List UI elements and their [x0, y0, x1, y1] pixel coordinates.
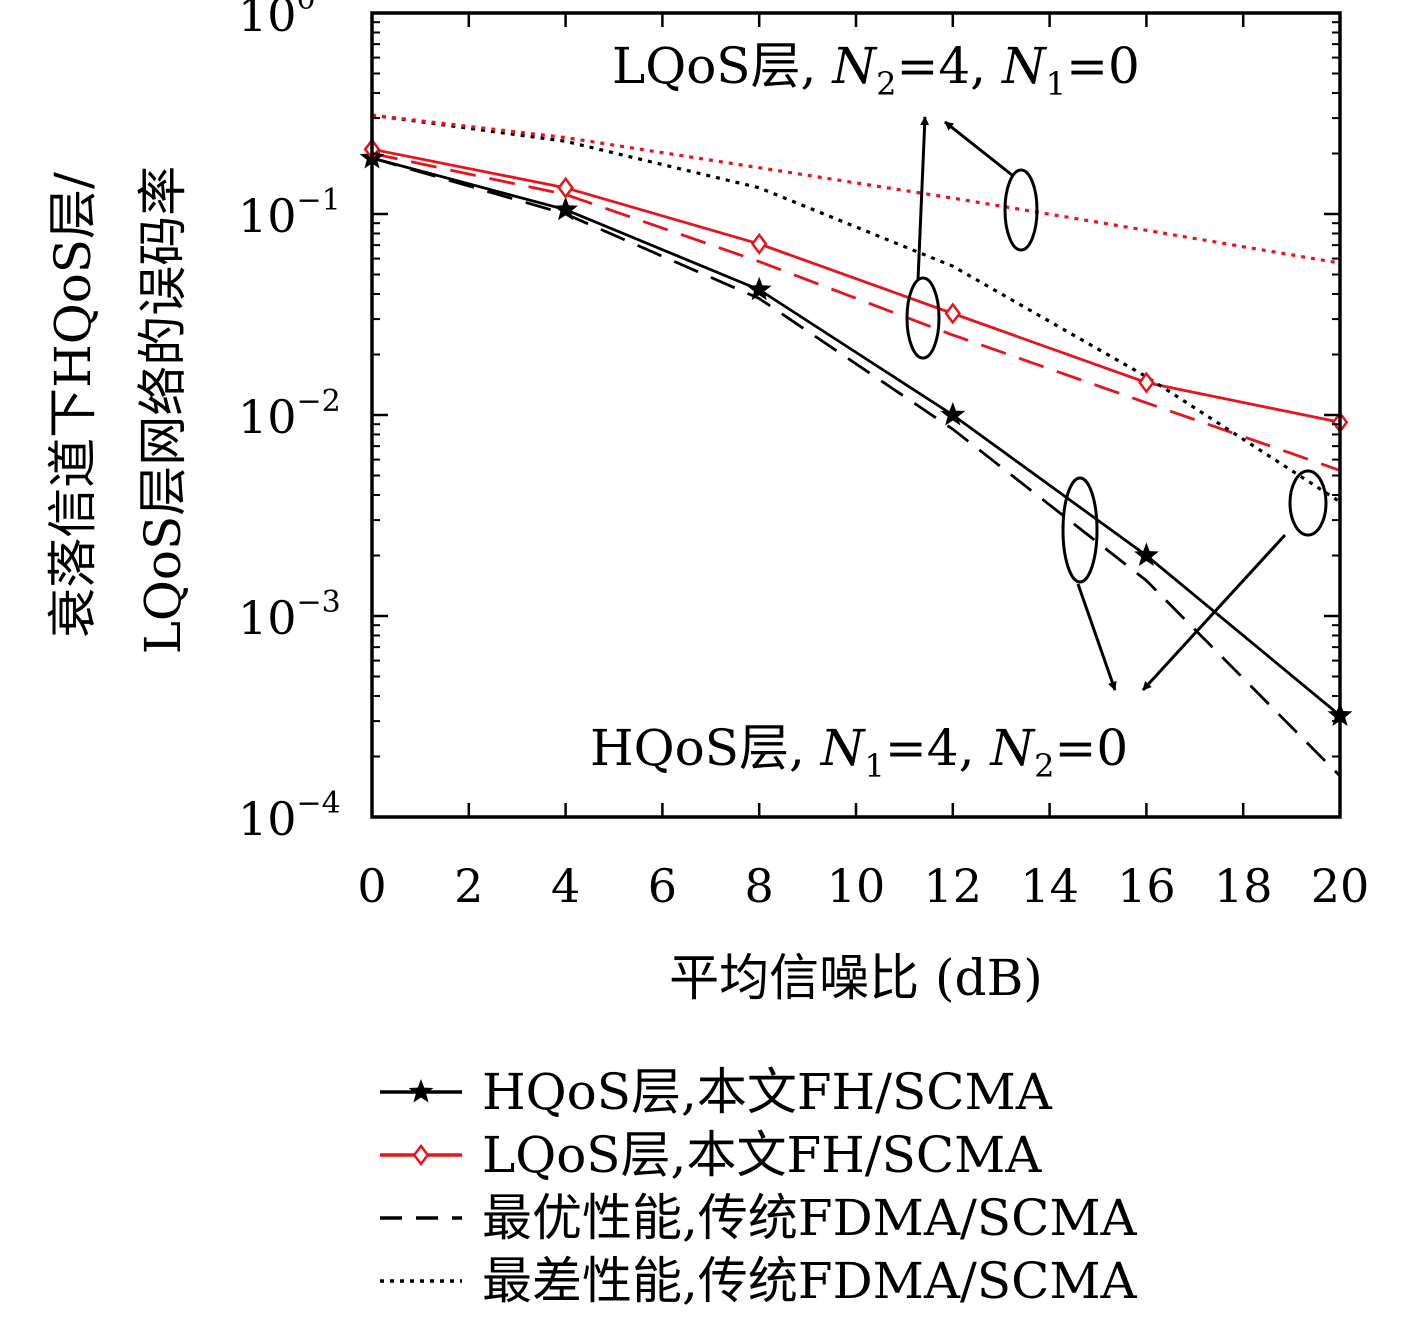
legend-marker-0 [408, 1079, 434, 1103]
x-tick-label-10: 20 [1311, 859, 1370, 913]
series-line-0 [371, 156, 1341, 717]
y-axis-title-line-1: 衰落信道下HQoS层/ [44, 172, 102, 638]
x-tick-label-9: 18 [1214, 859, 1273, 913]
x-tick-label-0: 0 [357, 859, 386, 913]
series-0-point-2 [746, 276, 772, 301]
series-line-5 [371, 113, 1341, 265]
arrow-hqos-2 [1141, 533, 1287, 692]
x-tick-label-3: 6 [648, 859, 677, 913]
x-tick-label-6: 12 [924, 859, 983, 913]
legend-label-1: LQoS层,本文FH/SCMA [482, 1126, 1042, 1184]
ellipse-lqos-dotted [1003, 168, 1039, 252]
x-tick-label-2: 4 [551, 859, 580, 913]
arrow-hqos-1 [1076, 583, 1117, 691]
series-0-point-3 [940, 402, 966, 426]
series-1-point-4 [1138, 371, 1155, 394]
x-tick-label-1: 2 [454, 859, 483, 913]
legend-label-3: 最差性能,传统FDMA/SCMA [482, 1252, 1138, 1310]
annotation-hqos: HQoS层, N1=4, N2=0 [590, 719, 1128, 785]
y-tick-label-0: 100 [238, 0, 316, 42]
y-tick-label-1: 10−1 [238, 183, 341, 243]
arrow-lqos-1 [916, 116, 930, 281]
x-axis-title: 平均信噪比 (dB) [669, 949, 1043, 1007]
series-0-point-4 [1134, 542, 1159, 566]
ellipse-lqos-solid [905, 276, 941, 360]
ellipse-hqos-dotted [1288, 469, 1328, 537]
series-1-point-3 [944, 302, 962, 325]
ellipse-hqos-solid [1061, 476, 1099, 584]
series-line-2 [371, 156, 1341, 777]
x-tick-label-4: 8 [745, 859, 774, 913]
legend-item-1: LQoS层,本文FH/SCMA [380, 1126, 1042, 1184]
legend-label-2: 最优性能,传统FDMA/SCMA [482, 1189, 1138, 1247]
series-line-4 [371, 113, 1341, 504]
plot-frame [370, 11, 1342, 819]
y-tick-label-2: 10−2 [238, 384, 341, 444]
arrow-lqos-2 [944, 120, 1013, 177]
series-1-point-2 [750, 232, 768, 255]
annotation-lqos: LQoS层, N2=4, N1=0 [612, 37, 1140, 103]
annotation-shapes [905, 116, 1328, 692]
y-tick-label-3: 10−3 [238, 585, 341, 645]
legend-marker-1 [412, 1143, 430, 1167]
legend-label-0: HQoS层,本文FH/SCMA [482, 1063, 1053, 1121]
legend-item-2: 最优性能,传统FDMA/SCMA [380, 1189, 1138, 1247]
series-0-point-1 [553, 196, 578, 221]
legend-item-3: 最差性能,传统FDMA/SCMA [380, 1252, 1138, 1310]
x-tick-label-5: 10 [827, 859, 886, 913]
series-1-point-1 [557, 176, 574, 199]
series-layer [371, 113, 1341, 777]
x-tick-label-8: 16 [1117, 859, 1176, 913]
y-axis-title-line-2: LQoS层网络的误码率 [134, 166, 192, 655]
series-line-1 [371, 147, 1341, 424]
y-tick-label-4: 10−4 [238, 786, 341, 846]
legend: HQoS层,本文FH/SCMALQoS层,本文FH/SCMA最优性能,传统FDM… [380, 1063, 1138, 1310]
x-tick-label-7: 14 [1020, 859, 1079, 913]
legend-item-0: HQoS层,本文FH/SCMA [380, 1063, 1053, 1121]
axes-layer: 0 2 4 6 8 10 12 14 16 18 20 100 10−1 10−2 10−3 10−4 [238, 0, 1369, 913]
series-line-3 [371, 152, 1341, 472]
